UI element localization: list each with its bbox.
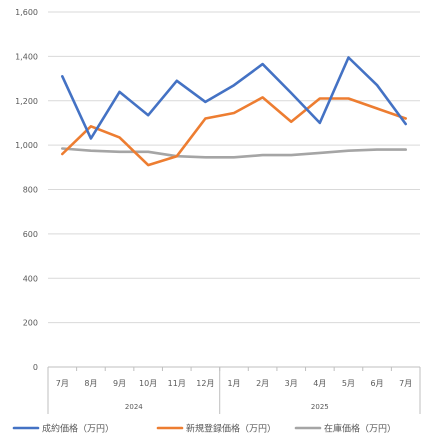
x-tick-label: 11月 bbox=[168, 379, 186, 388]
y-tick-label: 800 bbox=[23, 186, 38, 195]
x-tick-label: 4月 bbox=[313, 379, 326, 388]
x-axis-tick-labels: 7月 8月 9月 10月 11月 12月 1月 2月 3月 4月 5月 6月 7月 bbox=[56, 379, 412, 388]
y-tick-label: 200 bbox=[23, 319, 38, 328]
legend-label: 新規登録価格（万円） bbox=[186, 423, 276, 435]
y-tick-label: 400 bbox=[23, 274, 38, 283]
y-tick-label: 1,400 bbox=[15, 52, 38, 61]
x-axis bbox=[47, 366, 421, 371]
x-tick-label: 5月 bbox=[342, 379, 355, 388]
x-tick-label: 9月 bbox=[113, 379, 126, 388]
x-axis-year-labels: 2024 2025 bbox=[47, 367, 421, 414]
y-tick-label: 1,600 bbox=[15, 8, 38, 17]
legend: 成約価格（万円） 新規登録価格（万円） 在庫価格（万円） bbox=[12, 423, 396, 435]
x-tick-label: 1月 bbox=[227, 379, 240, 388]
y-axis-tick-labels: 0 200 400 600 800 1,000 1,200 1,400 1,600 bbox=[15, 8, 38, 372]
y-tick-label: 1,200 bbox=[15, 97, 38, 106]
y-tick-label: 0 bbox=[33, 363, 38, 372]
x-tick-label: 3月 bbox=[285, 379, 298, 388]
year-label: 2024 bbox=[125, 403, 143, 411]
gridlines bbox=[48, 11, 420, 324]
x-tick-label: 8月 bbox=[84, 379, 97, 388]
y-tick-label: 1,000 bbox=[15, 141, 38, 150]
x-tick-label: 2月 bbox=[256, 379, 269, 388]
legend-label: 在庫価格（万円） bbox=[324, 423, 396, 435]
year-label: 2025 bbox=[311, 403, 329, 411]
series-lines bbox=[60, 56, 408, 167]
series-line bbox=[60, 96, 408, 167]
x-tick-label: 10月 bbox=[139, 379, 157, 388]
legend-label: 成約価格（万円） bbox=[42, 423, 114, 435]
series-line bbox=[60, 147, 408, 159]
x-tick-label: 7月 bbox=[56, 379, 69, 388]
series-line bbox=[60, 56, 408, 140]
x-tick-label: 12月 bbox=[196, 379, 214, 388]
x-tick-label: 6月 bbox=[371, 379, 384, 388]
y-tick-label: 600 bbox=[23, 230, 38, 239]
x-tick-label: 7月 bbox=[399, 379, 412, 388]
